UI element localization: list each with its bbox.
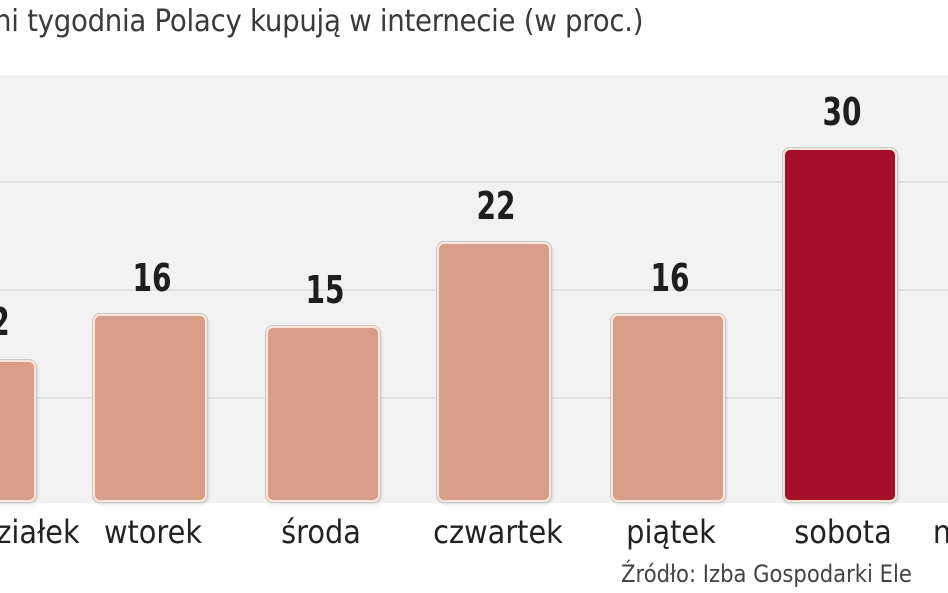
value-label-thursday: 22 [476,184,516,228]
category-label-tuesday: wtorek [103,513,203,551]
value-label-saturday: 30 [822,90,862,134]
bar-thursday [437,242,551,502]
category-label-saturday: sobota [794,513,892,551]
category-label-wednesday: środa [281,513,361,551]
bar-tuesday [93,314,207,502]
chart-title: ni tygodnia Polacy kupują w internecie (… [0,4,644,39]
bar-saturday [783,148,897,502]
category-label-sunday: n [865,513,948,551]
category-label-friday: piątek [626,513,716,551]
source-note: Źródło: Izba Gospodarki Ele [621,560,912,588]
value-label-wednesday: 15 [305,268,345,312]
bar-wednesday [266,326,380,502]
category-label-thursday: czwartek [433,513,563,551]
value-label-friday: 16 [650,256,690,300]
bar-monday [0,360,36,502]
bar-friday [611,314,725,502]
category-label-monday: ziałek [0,513,80,551]
value-label-tuesday: 16 [132,256,172,300]
gridline [0,181,948,183]
value-label-monday: 2 [0,300,57,344]
